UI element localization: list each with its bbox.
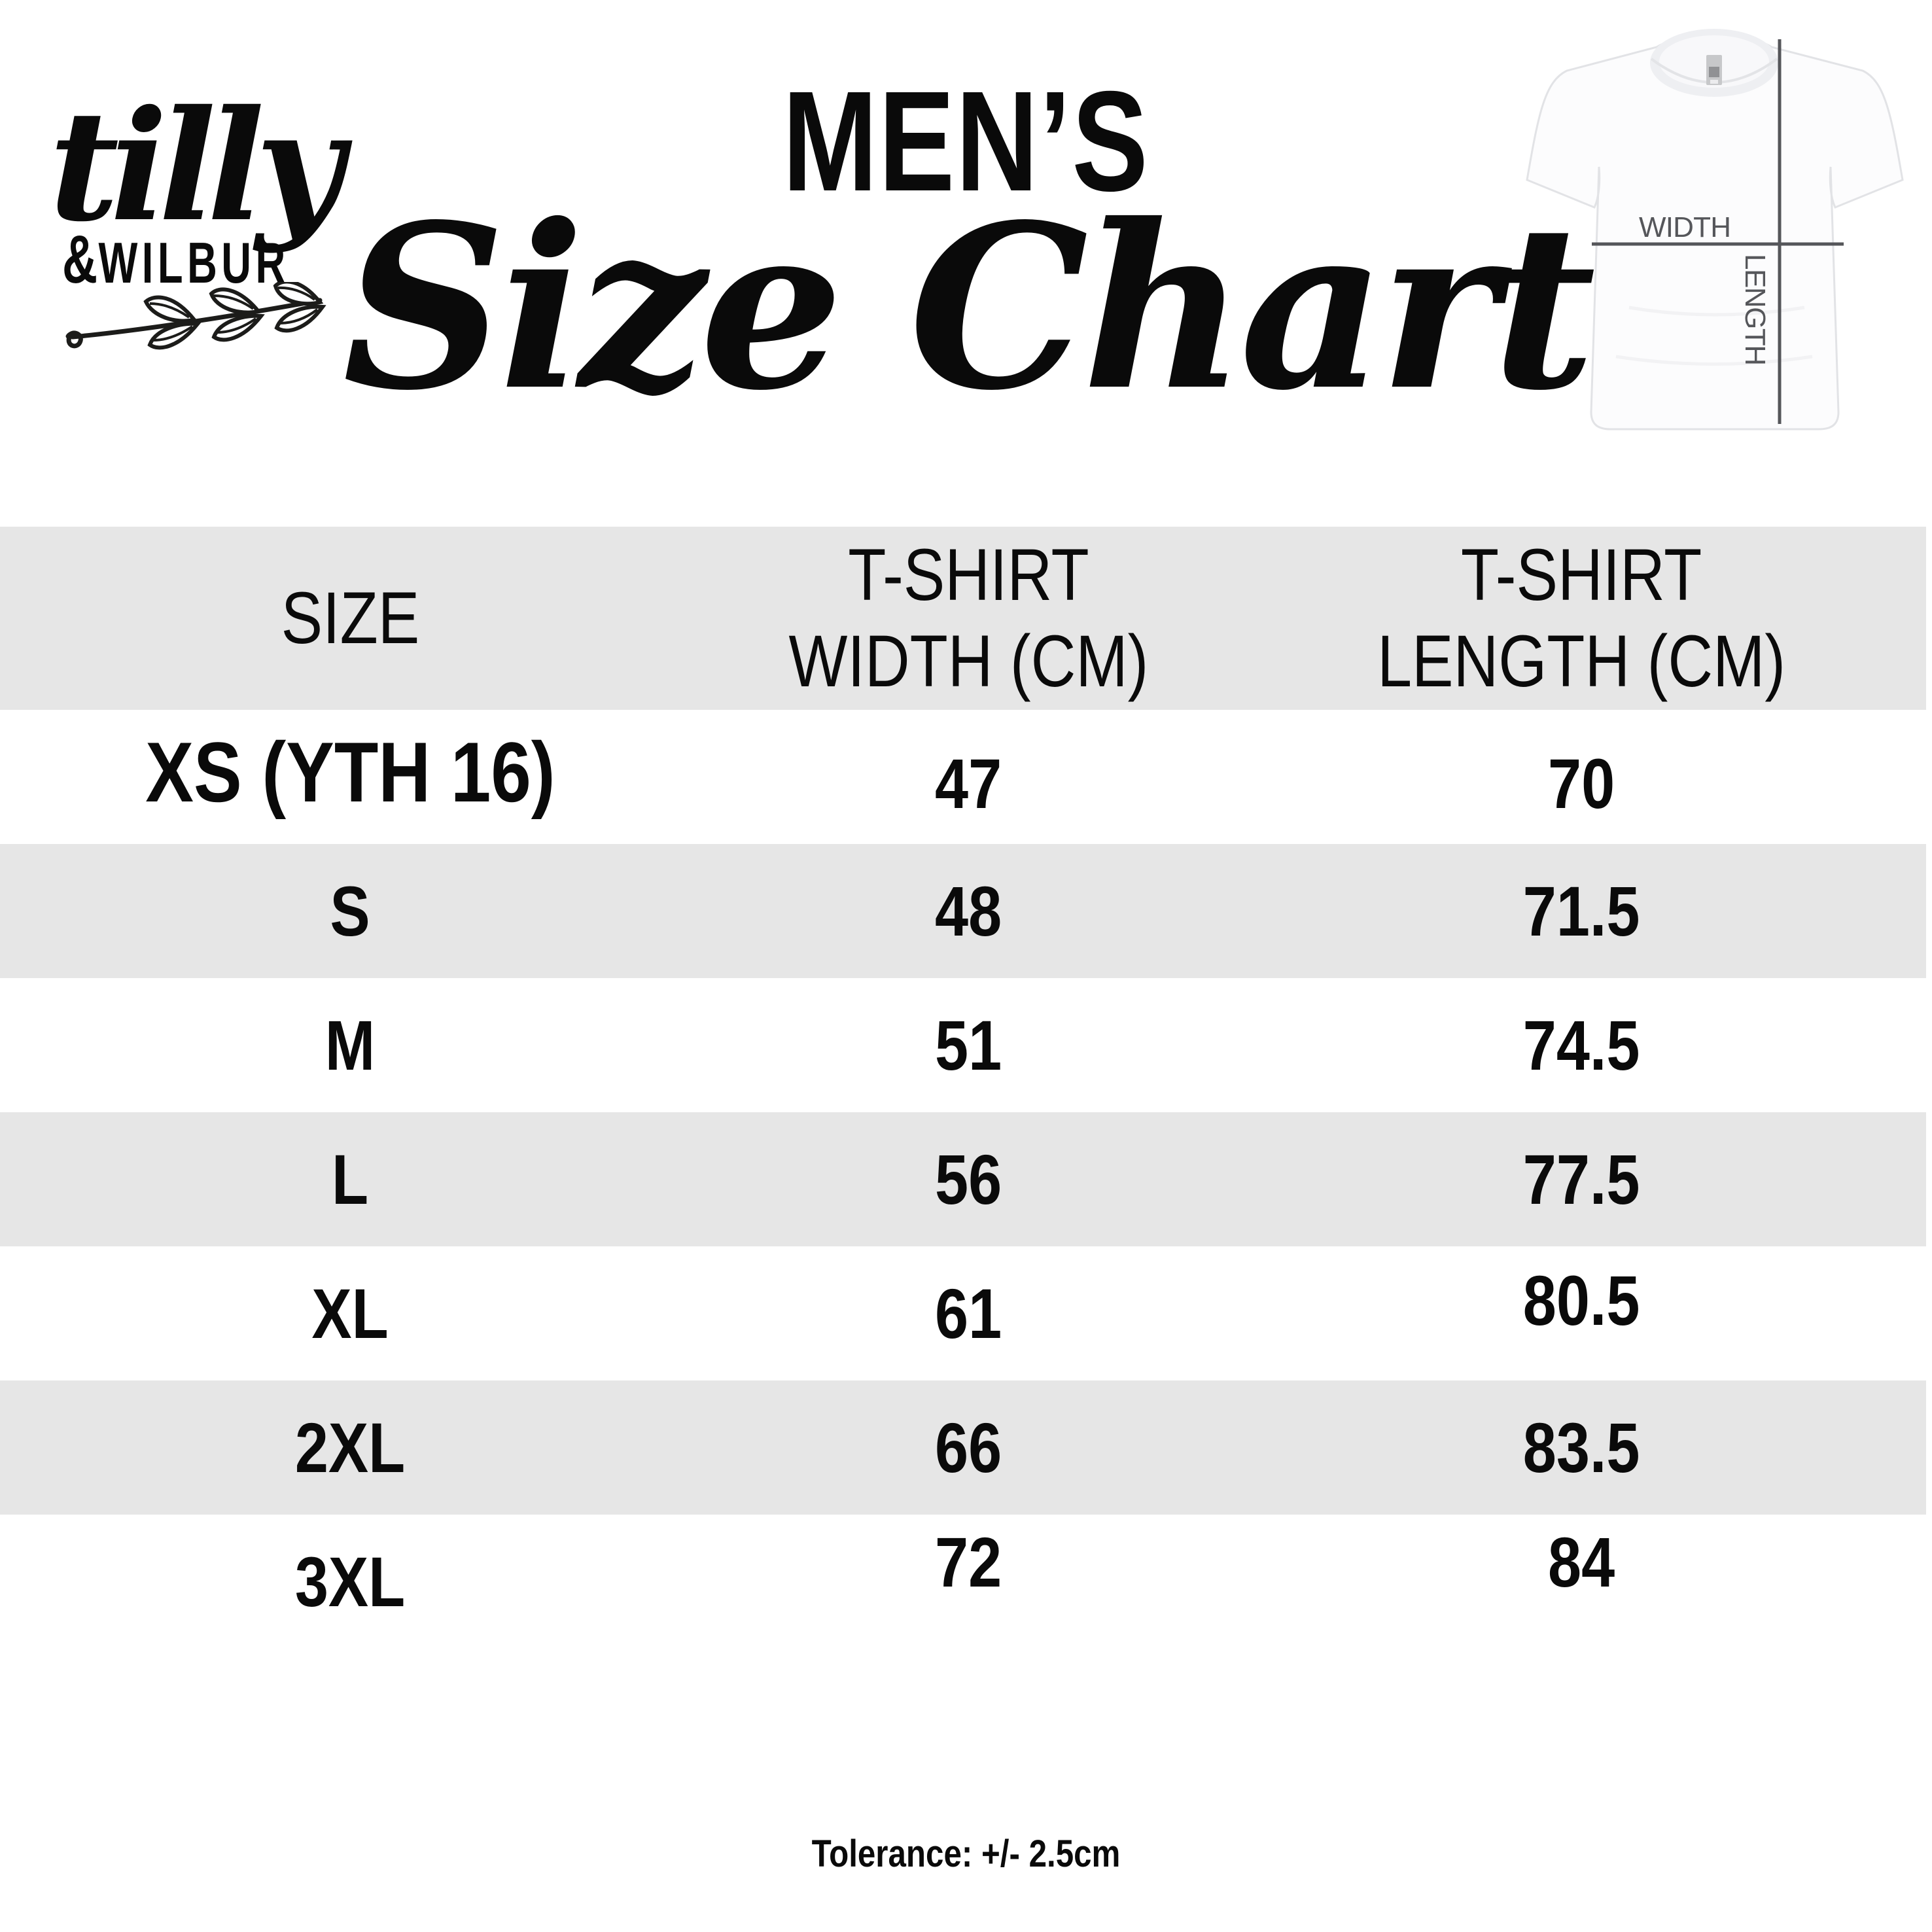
table-row-xs: XS (YTH 16) 47 70	[0, 710, 1926, 844]
cell-width-cm: 48	[934, 871, 1002, 951]
tshirt-graphic	[1526, 34, 1904, 430]
table-row-l: L 56 77.5	[0, 1112, 1926, 1246]
cell-size: XS (YTH 16)	[145, 724, 555, 820]
cell-length-cm: 77.5	[1522, 1140, 1640, 1219]
cell-length-cm: 71.5	[1522, 871, 1640, 951]
ampersand: &	[62, 222, 99, 298]
length-label: LENGTH	[1739, 254, 1771, 368]
cell-length-cm: 74.5	[1522, 1006, 1640, 1085]
brand-name-caps: &WILBUR	[62, 221, 378, 299]
neck-tag	[1706, 55, 1722, 85]
cell-size: 2XL	[294, 1408, 406, 1487]
cell-size: L	[331, 1140, 369, 1219]
column-header-width: T-SHIRT WIDTH (CM)	[788, 533, 1148, 702]
width-label: WIDTH	[1639, 211, 1734, 243]
brand-name-script: tilly	[49, 77, 343, 255]
table-row-2xl: 2XL 66 83.5	[0, 1380, 1926, 1515]
brand-name-caps-text: WILBUR	[98, 230, 290, 295]
tshirt-diagram: WIDTH LENGTH	[1526, 29, 1904, 430]
cell-size: S	[330, 871, 370, 951]
cell-width-cm: 61	[934, 1274, 1002, 1353]
category-title: MEN’S	[782, 62, 1150, 221]
column-header-size: SIZE	[281, 576, 419, 659]
cell-width-cm: 47	[934, 744, 1002, 823]
tolerance-note: Tolerance: +/- 2.5cm	[811, 1833, 1121, 1875]
cell-length-cm: 70	[1547, 744, 1615, 823]
table-row-s: S 48 71.5	[0, 844, 1926, 978]
cell-length-cm: 84	[1547, 1522, 1615, 1602]
cell-length-cm: 80.5	[1522, 1261, 1640, 1340]
cell-width-cm: 56	[934, 1140, 1002, 1219]
cell-size: 3XL	[294, 1542, 406, 1621]
cell-length-cm: 83.5	[1522, 1408, 1640, 1487]
table-row-3xl: 3XL 72 84	[0, 1515, 1926, 1649]
table-row-xl: XL 61 80.5	[0, 1246, 1926, 1380]
cell-width-cm: 72	[934, 1522, 1002, 1602]
brand-logo: tilly &WILBUR	[49, 90, 343, 365]
column-header-length: T-SHIRT LENGTH (CM)	[1377, 533, 1786, 702]
cell-width-cm: 51	[934, 1006, 1002, 1085]
cell-size: XL	[311, 1274, 389, 1353]
page-title: Size Chart	[342, 175, 1596, 440]
cell-size: M	[325, 1006, 376, 1085]
table-row-m: M 51 74.5	[0, 978, 1926, 1112]
table-header-row: SIZE T-SHIRT WIDTH (CM) T-SHIRT LENGTH (CM…	[0, 527, 1926, 710]
cell-width-cm: 66	[934, 1408, 1002, 1487]
laurel-branch-icon	[65, 282, 326, 350]
size-table: SIZE T-SHIRT WIDTH (CM) T-SHIRT LENGTH (CM…	[0, 527, 1926, 1649]
